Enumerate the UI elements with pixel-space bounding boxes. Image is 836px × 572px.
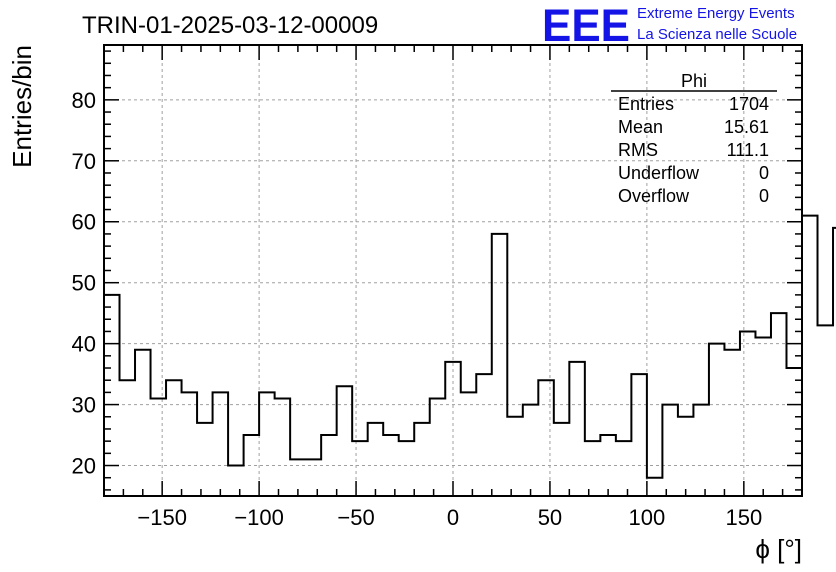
y-tick-label: 70 — [72, 149, 96, 174]
stats-label: Mean — [618, 117, 663, 137]
histogram-bin — [337, 386, 353, 496]
histogram-bin — [135, 350, 151, 496]
histogram-bin — [709, 344, 725, 496]
x-tick-label: 100 — [629, 505, 666, 530]
y-tick-label: 40 — [72, 332, 96, 357]
histogram-bin — [182, 392, 198, 496]
y-tick-label: 30 — [72, 393, 96, 418]
histogram-bin — [507, 417, 523, 496]
histogram-bin — [492, 234, 508, 496]
stats-title: Phi — [681, 71, 707, 91]
stats-label: Overflow — [618, 186, 690, 206]
stats-label: Underflow — [618, 163, 700, 183]
histogram-bin — [538, 380, 554, 496]
histogram-bin — [771, 313, 787, 496]
histogram-bin — [275, 398, 291, 496]
histogram-bin — [523, 405, 539, 496]
histogram-bin — [662, 405, 678, 496]
histogram-bin — [786, 368, 802, 496]
histogram-bin — [569, 362, 585, 496]
histogram-bin — [476, 374, 492, 496]
histogram-bin — [166, 380, 182, 496]
histogram-bin — [197, 423, 213, 496]
histogram-bin — [554, 423, 570, 496]
histogram-bin — [724, 350, 740, 496]
histogram-bin — [352, 441, 368, 496]
stats-box: Phi Entries 1704 Mean 15.61 RMS 111.1 Underflo… — [611, 71, 777, 206]
logo-line-1: Extreme Energy Events — [637, 5, 795, 22]
histogram-bin — [647, 478, 663, 496]
histogram-bin — [600, 435, 616, 496]
chart-title: TRIN-01-2025-03-12-00009 — [82, 12, 378, 39]
stats-value: 0 — [759, 186, 769, 206]
histogram-bin — [740, 331, 756, 496]
histogram-bin — [321, 435, 337, 496]
histogram-bin — [414, 423, 430, 496]
histogram-bin — [244, 435, 260, 496]
x-axis-label: ϕ [°] — [755, 534, 802, 564]
histogram-bin — [383, 435, 399, 496]
stats-label: RMS — [618, 140, 658, 160]
logo-mark: EEE — [542, 0, 630, 51]
x-tick-label: −100 — [234, 505, 284, 530]
y-tick-label: 80 — [72, 88, 96, 113]
histogram-bin — [818, 325, 834, 496]
x-tick-label: 0 — [447, 505, 459, 530]
y-tick-label: 20 — [72, 454, 96, 479]
histogram-outline — [103, 214, 836, 496]
stats-label: Entries — [618, 94, 674, 114]
histogram-bin — [693, 405, 709, 496]
stats-value: 15.61 — [724, 117, 769, 137]
stats-value: 111.1 — [727, 140, 769, 160]
histogram-bin — [259, 392, 275, 496]
histogram-bin — [585, 441, 601, 496]
histogram-bin — [368, 423, 384, 496]
histogram-bin — [461, 392, 477, 496]
histogram-bin — [430, 398, 446, 496]
histogram-bin — [802, 216, 818, 496]
x-tick-label: 50 — [538, 505, 562, 530]
histogram-bin — [120, 380, 136, 496]
histogram-bin — [306, 459, 322, 496]
x-tick-label: −150 — [137, 505, 187, 530]
histogram-bin — [213, 392, 229, 496]
histogram-bin — [399, 441, 415, 496]
logo-line-2: La Scienza nelle Scuole — [637, 26, 797, 43]
histogram-bin — [228, 466, 244, 496]
stats-value: 0 — [759, 163, 769, 183]
histogram-bin — [616, 441, 632, 496]
stats-value: 1704 — [729, 94, 769, 114]
y-tick-label: 50 — [72, 271, 96, 296]
histogram-bin — [755, 338, 771, 496]
x-tick-label: 150 — [725, 505, 762, 530]
histogram-bin — [678, 417, 694, 496]
y-axis-label: Entries/bin — [7, 45, 37, 168]
histogram-bin — [631, 374, 647, 496]
y-tick-label: 60 — [72, 210, 96, 235]
eee-logo: EEE Extreme Energy Events La Scienza nel… — [542, 0, 797, 51]
histogram-bin — [151, 398, 167, 496]
histogram-bin — [445, 362, 461, 496]
x-tick-label: −50 — [337, 505, 374, 530]
